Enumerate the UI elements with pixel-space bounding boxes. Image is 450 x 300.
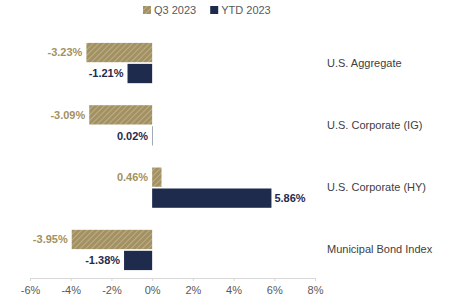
y-tick: Municipal Bond Index [327,243,433,255]
x-tick: 6% [267,278,283,296]
bar [72,230,152,249]
data-label: 5.86% [274,192,305,204]
bar [128,64,153,83]
category-label: U.S. Corporate (HY) [327,181,426,193]
bar [89,105,152,124]
x-tick: -6% [21,278,41,296]
data-label: -3.95% [33,233,68,245]
legend-item: YTD 2023 [210,4,271,16]
category-label: Municipal Bond Index [327,243,433,255]
x-tick-label: -2% [102,284,122,296]
x-tick-label: 6% [267,284,283,296]
data-label: -1.38% [85,254,120,266]
x-tick-mark [111,278,112,281]
data-label: -1.21% [89,67,124,79]
x-tick-mark [152,278,153,281]
x-tick: 8% [308,278,324,296]
x-tick: 2% [185,278,201,296]
y-tick: U.S. Aggregate [327,57,402,69]
x-tick-label: -4% [61,284,81,296]
y-tick: U.S. Corporate (HY) [327,181,426,193]
data-label: 0.46% [117,171,148,183]
category-label: U.S. Aggregate [327,57,402,69]
x-tick: -2% [102,278,122,296]
x-tick: -4% [61,278,81,296]
chart-container: Q3 2023 YTD 2023 -3.23% -3.09% 0.46% -3.95% -1… [0,0,450,300]
x-tick-label: 0% [145,284,161,296]
x-tick-mark [274,278,275,281]
data-labels: -3.23% -3.09% 0.46% -3.95% -1.21% 0.02% 5.86% -… [33,46,306,266]
x-axis-line [31,279,316,282]
bar [152,126,153,145]
bars [72,43,272,270]
bar [86,43,152,62]
x-tick-label: 8% [308,284,324,296]
x-tick-mark [234,278,235,281]
data-label: -3.09% [50,109,85,121]
y-axis: U.S. Aggregate U.S. Corporate (IG) U.S. Co… [327,57,433,256]
legend-label: Q3 2023 [154,4,196,16]
x-axis: -6% -4% -2% 0% 2% 4% 6% 8% [21,278,324,296]
legend: Q3 2023 YTD 2023 [143,4,271,16]
x-tick-label: -6% [21,284,41,296]
legend-label: YTD 2023 [221,4,271,16]
bar [152,188,271,207]
x-tick-label: 4% [226,284,242,296]
x-tick-mark [30,278,31,281]
category-label: U.S. Corporate (IG) [327,119,422,131]
bar [124,251,152,270]
data-label: -3.23% [48,46,83,58]
x-tick-mark [193,278,194,281]
legend-item: Q3 2023 [143,4,196,16]
chart-svg: Q3 2023 YTD 2023 -3.23% -3.09% 0.46% -3.95% -1… [0,0,450,300]
x-tick-mark [315,278,316,281]
y-tick: U.S. Corporate (IG) [327,119,422,131]
x-tick: 0% [145,278,161,296]
bar [152,168,161,187]
x-tick: 4% [226,278,242,296]
legend-swatch [143,6,151,14]
data-label: 0.02% [117,130,148,142]
x-tick-mark [71,278,72,281]
x-tick-label: 2% [185,284,201,296]
legend-swatch [210,6,218,14]
